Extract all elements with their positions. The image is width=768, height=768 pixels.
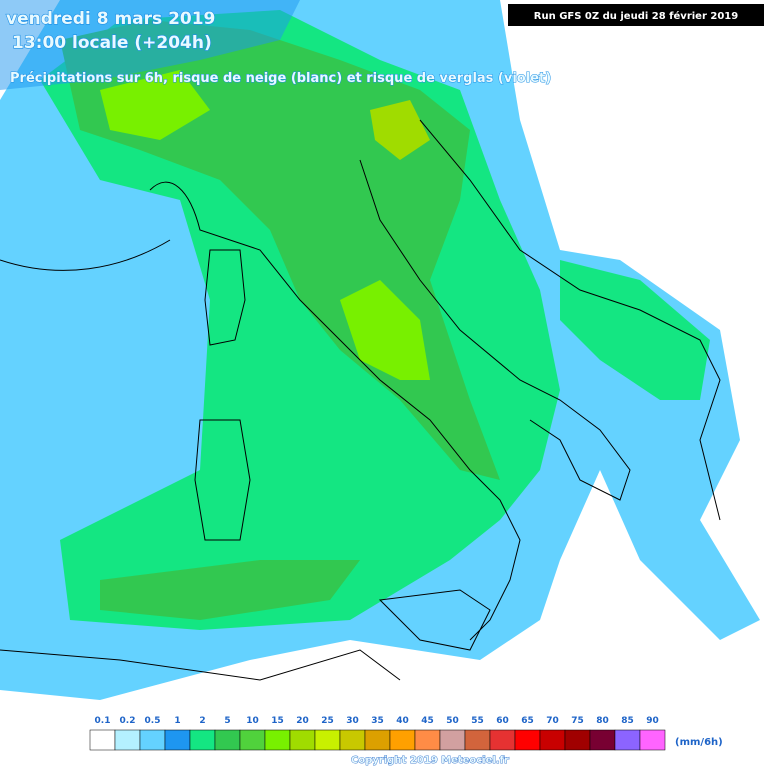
run-box [508, 4, 764, 26]
precipitation-field [0, 0, 760, 700]
legend-swatch [589, 729, 616, 751]
legend-label: 55 [471, 716, 484, 726]
legend-swatch [364, 729, 391, 751]
legend-swatch [164, 729, 191, 751]
legend-label: 45 [421, 716, 434, 726]
legend-swatch [289, 729, 316, 751]
legend-label: 90 [646, 716, 659, 726]
legend: 0.1 0.2 0.5 1 2 5 10 15 20 25 30 35 40 45 50 55 60 65 70 75… [89, 716, 666, 751]
legend-unit: (mm/6h) [675, 737, 723, 748]
legend-swatch [139, 729, 166, 751]
legend-label: 30 [346, 716, 359, 726]
legend-label: 20 [296, 716, 309, 726]
legend-label: 25 [321, 716, 334, 726]
legend-swatch [464, 729, 491, 751]
legend-swatch [639, 729, 666, 751]
legend-label: 10 [246, 716, 259, 726]
legend-swatch [564, 729, 591, 751]
legend-label: 75 [571, 716, 584, 726]
legend-swatch [414, 729, 441, 751]
date: vendredi 8 mars 2019 [6, 9, 215, 29]
legend-label: 35 [371, 716, 384, 726]
legend-swatch [314, 729, 341, 751]
legend-swatch [614, 729, 641, 751]
legend-label: 0.1 [95, 716, 111, 726]
legend-label: 60 [496, 716, 509, 726]
legend-label: 70 [546, 716, 559, 726]
legend-label: 85 [621, 716, 634, 726]
legend-swatch [264, 729, 291, 751]
subtitle: Précipitations sur 6h, risque de neige (… [10, 71, 551, 86]
legend-label: 50 [446, 716, 459, 726]
time: 13:00 locale (+204h) [12, 33, 212, 53]
legend-label: 1 [174, 716, 180, 726]
legend-swatch [539, 729, 566, 751]
legend-label: 2 [199, 716, 205, 726]
copyright: Copyright 2019 Meteociel.fr [351, 755, 509, 766]
coastlines [0, 119, 721, 681]
legend-label: 0.5 [145, 716, 161, 726]
run-label: Run GFS 0Z du jeudi 28 février 2019 [534, 10, 738, 22]
legend-label: 5 [224, 716, 230, 726]
legend-swatch [514, 729, 541, 751]
legend-swatch [189, 729, 216, 751]
legend-label: 0.2 [120, 716, 136, 726]
legend-swatch [214, 729, 241, 751]
legend-swatch [239, 729, 266, 751]
legend-label: 80 [596, 716, 609, 726]
legend-label: 40 [396, 716, 409, 726]
legend-swatch [439, 729, 466, 751]
legend-label: 65 [521, 716, 534, 726]
legend-swatch [489, 729, 516, 751]
legend-swatch [389, 729, 416, 751]
legend-swatch [114, 729, 141, 751]
legend-swatch [339, 729, 366, 751]
legend-label: 15 [271, 716, 284, 726]
legend-swatch [89, 729, 116, 751]
